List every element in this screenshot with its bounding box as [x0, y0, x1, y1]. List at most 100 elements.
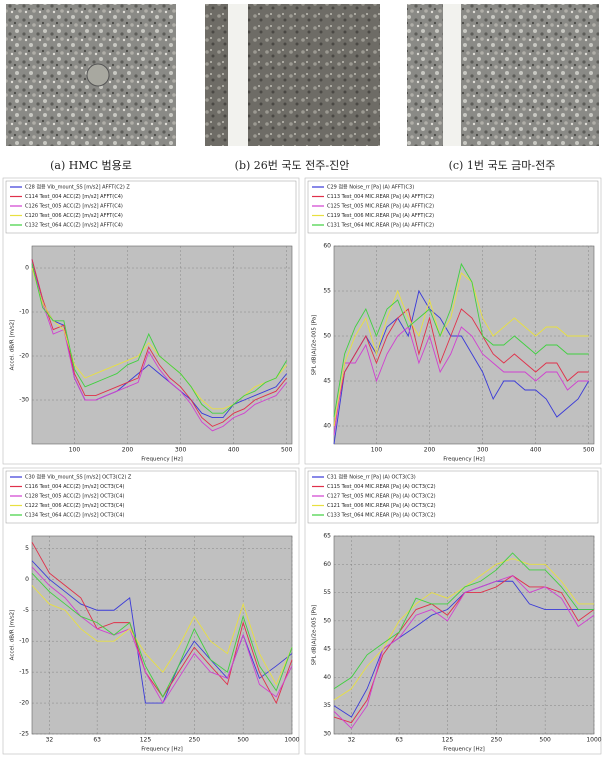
- series-line: [31, 263, 288, 414]
- x-tick-label: 63: [395, 737, 403, 744]
- legend-label: C30 점용 Vib_mount_SS [m/s2] OCT3(C2) Z: [25, 474, 132, 481]
- y-tick-label: 55: [323, 589, 331, 596]
- legend-box: [307, 470, 599, 524]
- y-tick-label: 0: [25, 576, 29, 583]
- series-line: [333, 575, 595, 730]
- y-axis-label: SPL dB(A)/2e-005 [Pa]: [312, 605, 318, 666]
- y-tick-label: -30: [19, 397, 29, 404]
- caption: (b) 26번 국도 전주-진안: [235, 159, 350, 172]
- series-line: [333, 552, 594, 690]
- y-tick-label: -20: [19, 353, 29, 360]
- series-line: [31, 572, 293, 698]
- legend-label: C114 Test_004 ACC(Z) [m/s2] AFFT(C4): [25, 194, 123, 200]
- caption: (c) 1번 국도 금마-전주: [449, 159, 556, 172]
- x-axis-label: Frequency [Hz]: [443, 747, 484, 753]
- caption: (a) HMC 범용로: [50, 159, 132, 172]
- x-tick-label: 125: [140, 737, 152, 744]
- legend-label: C115 Test_004 MIC.REAR [Pa] (A) OCT3(C2): [327, 484, 436, 490]
- legend-label: C116 Test_004 ACC(Z) [m/s2] OCT3(C4): [25, 484, 124, 490]
- legend-label: C133 Test_064 MIC.REAR [Pa] (A) OCT3(C2): [327, 513, 436, 519]
- x-tick-label: 200: [424, 447, 436, 454]
- x-tick-label: 125: [442, 737, 454, 744]
- plot-area: [31, 245, 293, 445]
- x-tick-label: 500: [237, 737, 249, 744]
- y-tick-label: -10: [19, 638, 29, 645]
- legend-box: [5, 180, 297, 234]
- x-axis-label: Frequency [Hz]: [443, 457, 484, 463]
- y-tick-label: 35: [323, 702, 331, 709]
- y-axis-label: Accel. dB/R [m/s2]: [10, 320, 16, 371]
- legend-label: C131 Test_064 MIC.REAR [Pa] (A) AFFT(C2): [327, 223, 434, 229]
- series-line: [31, 263, 288, 432]
- x-tick-label: 100: [69, 447, 81, 454]
- legend-label: C29 점용 Noise_rr [Pa] (A) AFFT(C3): [327, 184, 414, 191]
- y-tick-label: 5: [25, 545, 29, 552]
- legend-label: C127 Test_005 MIC.REAR [Pa] (A) OCT3(C2): [327, 494, 436, 500]
- y-tick-label: 60: [323, 561, 331, 568]
- y-tick-label: -25: [19, 731, 29, 738]
- legend-label: C31 점용 Noise_rr [Pa] (A) OCT3(C3): [327, 474, 416, 481]
- x-tick-label: 300: [477, 447, 489, 454]
- x-axis-label: Frequency [Hz]: [141, 457, 182, 463]
- legend-label: C121 Test_006 MIC.REAR [Pa] (A) OCT3(C2): [327, 503, 436, 509]
- legend-label: C132 Test_064 ACC(Z) [m/s2] AFFT(C4): [25, 223, 123, 229]
- legend-box: [5, 470, 297, 524]
- y-tick-label: 0: [25, 265, 29, 272]
- y-tick-label: -20: [19, 700, 29, 707]
- x-tick-label: 500: [583, 447, 595, 454]
- y-tick-label: 50: [323, 617, 331, 624]
- photo-a: [6, 4, 176, 146]
- x-tick-label: 500: [281, 447, 293, 454]
- x-tick-label: 32: [348, 737, 356, 744]
- series-line: [31, 259, 288, 427]
- y-tick-label: 65: [323, 533, 331, 540]
- y-tick-label: 40: [323, 423, 331, 430]
- x-tick-label: 200: [122, 447, 134, 454]
- y-tick-label: -15: [19, 669, 29, 676]
- legend-label: C126 Test_005 ACC(Z) [m/s2] AFFT(C4): [25, 204, 123, 210]
- y-axis-label: Accel. dB/R [m/s2]: [10, 610, 16, 661]
- series-line: [333, 262, 589, 418]
- x-tick-label: 100: [371, 447, 383, 454]
- y-tick-label: 30: [323, 731, 331, 738]
- legend-label: C120 Test_006 ACC(Z) [m/s2] AFFT(C4): [25, 213, 123, 219]
- legend-label: C28 점용 Vib_mount_SS [m/s2] AFFT(C2) Z: [25, 184, 130, 191]
- y-tick-label: 50: [323, 333, 331, 340]
- series-line: [31, 566, 293, 704]
- x-tick-label: 1000: [586, 737, 601, 744]
- x-tick-label: 1000: [284, 737, 299, 744]
- y-tick-label: 45: [323, 378, 331, 385]
- photo-b: [205, 4, 380, 146]
- x-tick-label: 250: [491, 737, 503, 744]
- legend-label: C128 Test_005 ACC(Z) [m/s2] OCT3(C4): [25, 494, 124, 500]
- y-tick-label: 60: [323, 243, 331, 250]
- x-tick-label: 400: [530, 447, 542, 454]
- x-tick-label: 400: [228, 447, 240, 454]
- y-tick-label: 55: [323, 288, 331, 295]
- legend-box: [307, 180, 599, 234]
- legend-label: C125 Test_005 MIC.REAR [Pa] (A) AFFT(C2): [327, 204, 434, 210]
- series-line: [333, 326, 589, 436]
- x-tick-label: 250: [189, 737, 201, 744]
- y-axis-label: SPL dB(A)/2e-005 [Pa]: [312, 315, 318, 376]
- y-tick-label: 40: [323, 674, 331, 681]
- legend-label: C134 Test_064 ACC(Z) [m/s2] OCT3(C4): [25, 513, 124, 519]
- x-tick-label: 300: [175, 447, 187, 454]
- x-tick-label: 63: [93, 737, 101, 744]
- y-tick-label: 45: [323, 646, 331, 653]
- y-tick-label: -10: [19, 309, 29, 316]
- legend-label: C122 Test_006 ACC(Z) [m/s2] OCT3(C4): [25, 503, 124, 509]
- series-line: [333, 308, 589, 427]
- photo-c: [407, 4, 599, 146]
- legend-label: C113 Test_004 MIC.REAR [Pa] (A) AFFT(C2): [327, 194, 434, 200]
- x-tick-label: 32: [46, 737, 54, 744]
- x-axis-label: Frequency [Hz]: [141, 747, 182, 753]
- legend-label: C119 Test_006 MIC.REAR [Pa] (A) AFFT(C2): [327, 213, 434, 219]
- series-line: [333, 272, 589, 427]
- x-tick-label: 500: [539, 737, 551, 744]
- y-tick-label: -5: [23, 607, 29, 614]
- series-line: [31, 585, 293, 686]
- plot-area: [333, 535, 595, 735]
